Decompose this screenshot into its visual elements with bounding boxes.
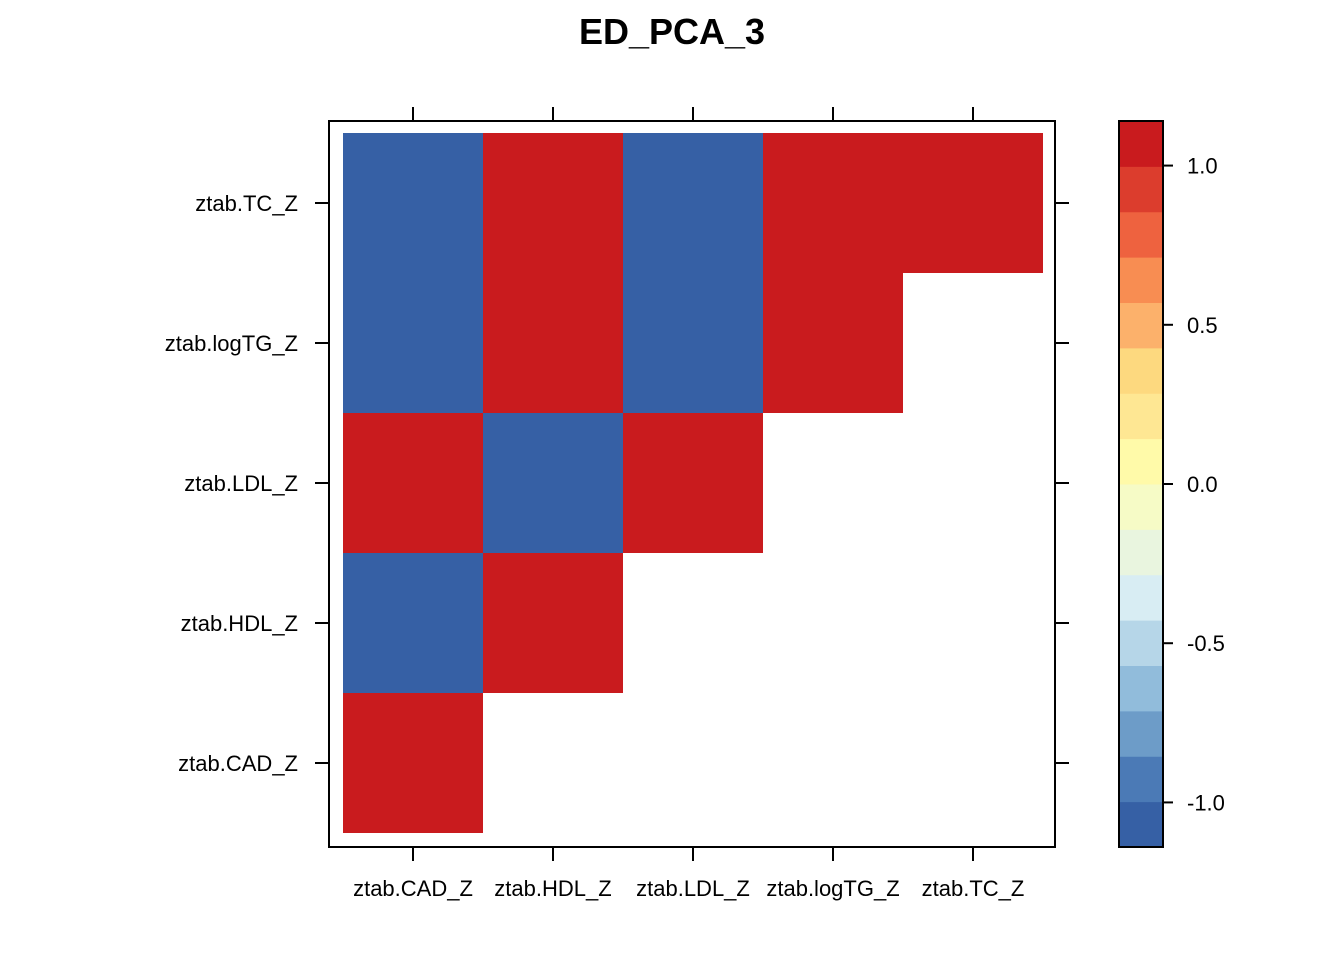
colorbar-segment [1119,529,1163,576]
colorbar-tick-label: 0.5 [1187,313,1218,338]
heatmap-cell [343,133,483,273]
colorbar-segment [1119,166,1163,213]
colorbar-segment [1119,121,1163,167]
y-tick-label: ztab.logTG_Z [165,331,298,356]
colorbar-segment [1119,620,1163,666]
colorbar-segment [1119,347,1163,394]
heatmap-cell [623,273,763,413]
colorbar-tick-label: 0.0 [1187,472,1218,497]
colorbar-segment [1119,801,1163,848]
colorbar-segment [1119,756,1163,803]
y-tick-label: ztab.HDL_Z [181,611,298,636]
x-tick-label: ztab.logTG_Z [766,876,899,901]
heatmap-cells [343,133,1043,833]
colorbar-segment [1119,211,1163,258]
colorbar-segment [1119,484,1163,530]
heatmap-cell [343,553,483,693]
y-tick-label: ztab.CAD_Z [178,751,298,776]
heatmap-cell [623,413,763,553]
colorbar-segment [1119,257,1163,303]
x-tick-label: ztab.HDL_Z [494,876,611,901]
colorbar-segment [1119,393,1163,440]
y-tick-label: ztab.TC_Z [195,191,298,216]
colorbar-tick-label: 1.0 [1187,154,1218,179]
colorbar-segment [1119,574,1163,621]
heatmap-cell [343,693,483,833]
colorbar-tick-label: -0.5 [1187,631,1225,656]
heatmap-cell [483,273,623,413]
colorbar-tick-label: -1.0 [1187,790,1225,815]
colorbar-segment [1119,665,1163,712]
heatmap-cell [763,133,903,273]
heatmap-cell [623,133,763,273]
chart-title: ED_PCA_3 [579,11,765,52]
x-tick-label: ztab.TC_Z [922,876,1025,901]
heatmap-cell [903,133,1043,273]
heatmap-cell [483,133,623,273]
colorbar-segment [1119,302,1163,349]
heatmap-cell [343,413,483,553]
colorbar: -1.0 -0.5 0.0 0.5 1.0 [1118,120,1225,848]
colorbar-segment [1119,710,1163,757]
axes: ztab.CAD_Z ztab.HDL_Z ztab.LDL_Z ztab.logTG… [165,107,1069,901]
heatmap-cell [343,273,483,413]
y-tick-label: ztab.LDL_Z [184,471,298,496]
heatmap-cell [763,273,903,413]
heatmap-cell [483,553,623,693]
x-tick-label: ztab.LDL_Z [636,876,750,901]
heatmap-cell [483,413,623,553]
colorbar-segment [1119,438,1163,485]
x-tick-label: ztab.CAD_Z [353,876,473,901]
